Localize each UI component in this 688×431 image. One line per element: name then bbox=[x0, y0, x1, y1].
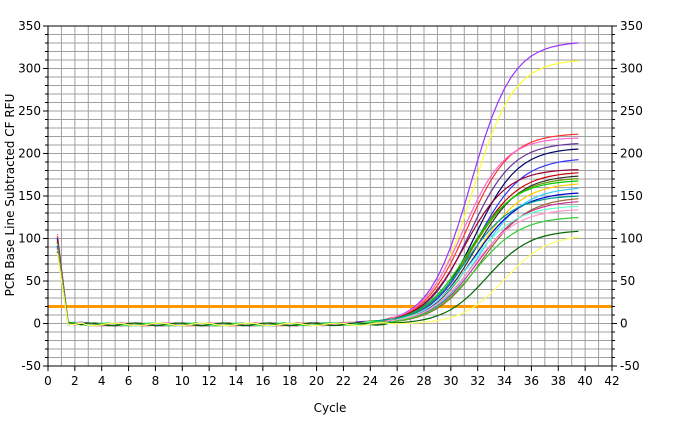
x-tick-label: 38 bbox=[551, 374, 566, 388]
y-tick-label-left: 100 bbox=[18, 232, 41, 246]
x-tick-label: 8 bbox=[152, 374, 160, 388]
y-axis-title: PCR Base Line Subtracted CF RFU bbox=[3, 94, 17, 297]
x-tick-label: 26 bbox=[390, 374, 405, 388]
x-tick-label: 24 bbox=[363, 374, 378, 388]
y-tick-label-left: 350 bbox=[18, 19, 41, 33]
y-tick-label-left: 200 bbox=[18, 147, 41, 161]
x-tick-label: 42 bbox=[604, 374, 619, 388]
y-tick-label-left: -50 bbox=[21, 359, 41, 373]
y-tick-label-left: 0 bbox=[33, 317, 41, 331]
y-tick-label-left: 250 bbox=[18, 104, 41, 118]
y-tick-label-right: 250 bbox=[620, 104, 643, 118]
x-tick-label: 16 bbox=[255, 374, 270, 388]
y-tick-label-right: 150 bbox=[620, 189, 643, 203]
y-tick-label-left: 50 bbox=[26, 274, 41, 288]
y-tick-label-right: -50 bbox=[620, 359, 640, 373]
x-tick-label: 40 bbox=[578, 374, 593, 388]
x-tick-label: 28 bbox=[416, 374, 431, 388]
x-tick-label: 20 bbox=[309, 374, 324, 388]
series-line bbox=[56, 236, 579, 327]
y-tick-label-left: 150 bbox=[18, 189, 41, 203]
x-tick-label: 6 bbox=[125, 374, 133, 388]
x-tick-label: 12 bbox=[202, 374, 217, 388]
x-tick-label: 22 bbox=[336, 374, 351, 388]
x-tick-label: 10 bbox=[175, 374, 190, 388]
y-tick-label-right: 0 bbox=[620, 317, 628, 331]
x-tick-label: 2 bbox=[71, 374, 79, 388]
x-tick-label: 4 bbox=[98, 374, 106, 388]
x-tick-label: 34 bbox=[497, 374, 512, 388]
y-tick-label-left: 300 bbox=[18, 62, 41, 76]
tick-layer: 0 2 4 6 8 10 12 14 16 18 20 22 24 26 28 30 32 34 36 38 40 42-… bbox=[18, 19, 643, 388]
x-tick-label: 14 bbox=[228, 374, 243, 388]
x-tick-label: 36 bbox=[524, 374, 539, 388]
series-layer bbox=[56, 42, 579, 327]
x-tick-label: 30 bbox=[443, 374, 458, 388]
y-tick-label-right: 350 bbox=[620, 19, 643, 33]
y-tick-label-right: 50 bbox=[620, 274, 635, 288]
y-tick-label-right: 100 bbox=[620, 232, 643, 246]
y-tick-label-right: 300 bbox=[620, 62, 643, 76]
x-tick-label: 32 bbox=[470, 374, 485, 388]
x-tick-label: 0 bbox=[44, 374, 52, 388]
x-axis-title: Cycle bbox=[314, 401, 347, 415]
x-tick-label: 18 bbox=[282, 374, 297, 388]
grid bbox=[47, 25, 613, 367]
y-tick-label-right: 200 bbox=[620, 147, 643, 161]
